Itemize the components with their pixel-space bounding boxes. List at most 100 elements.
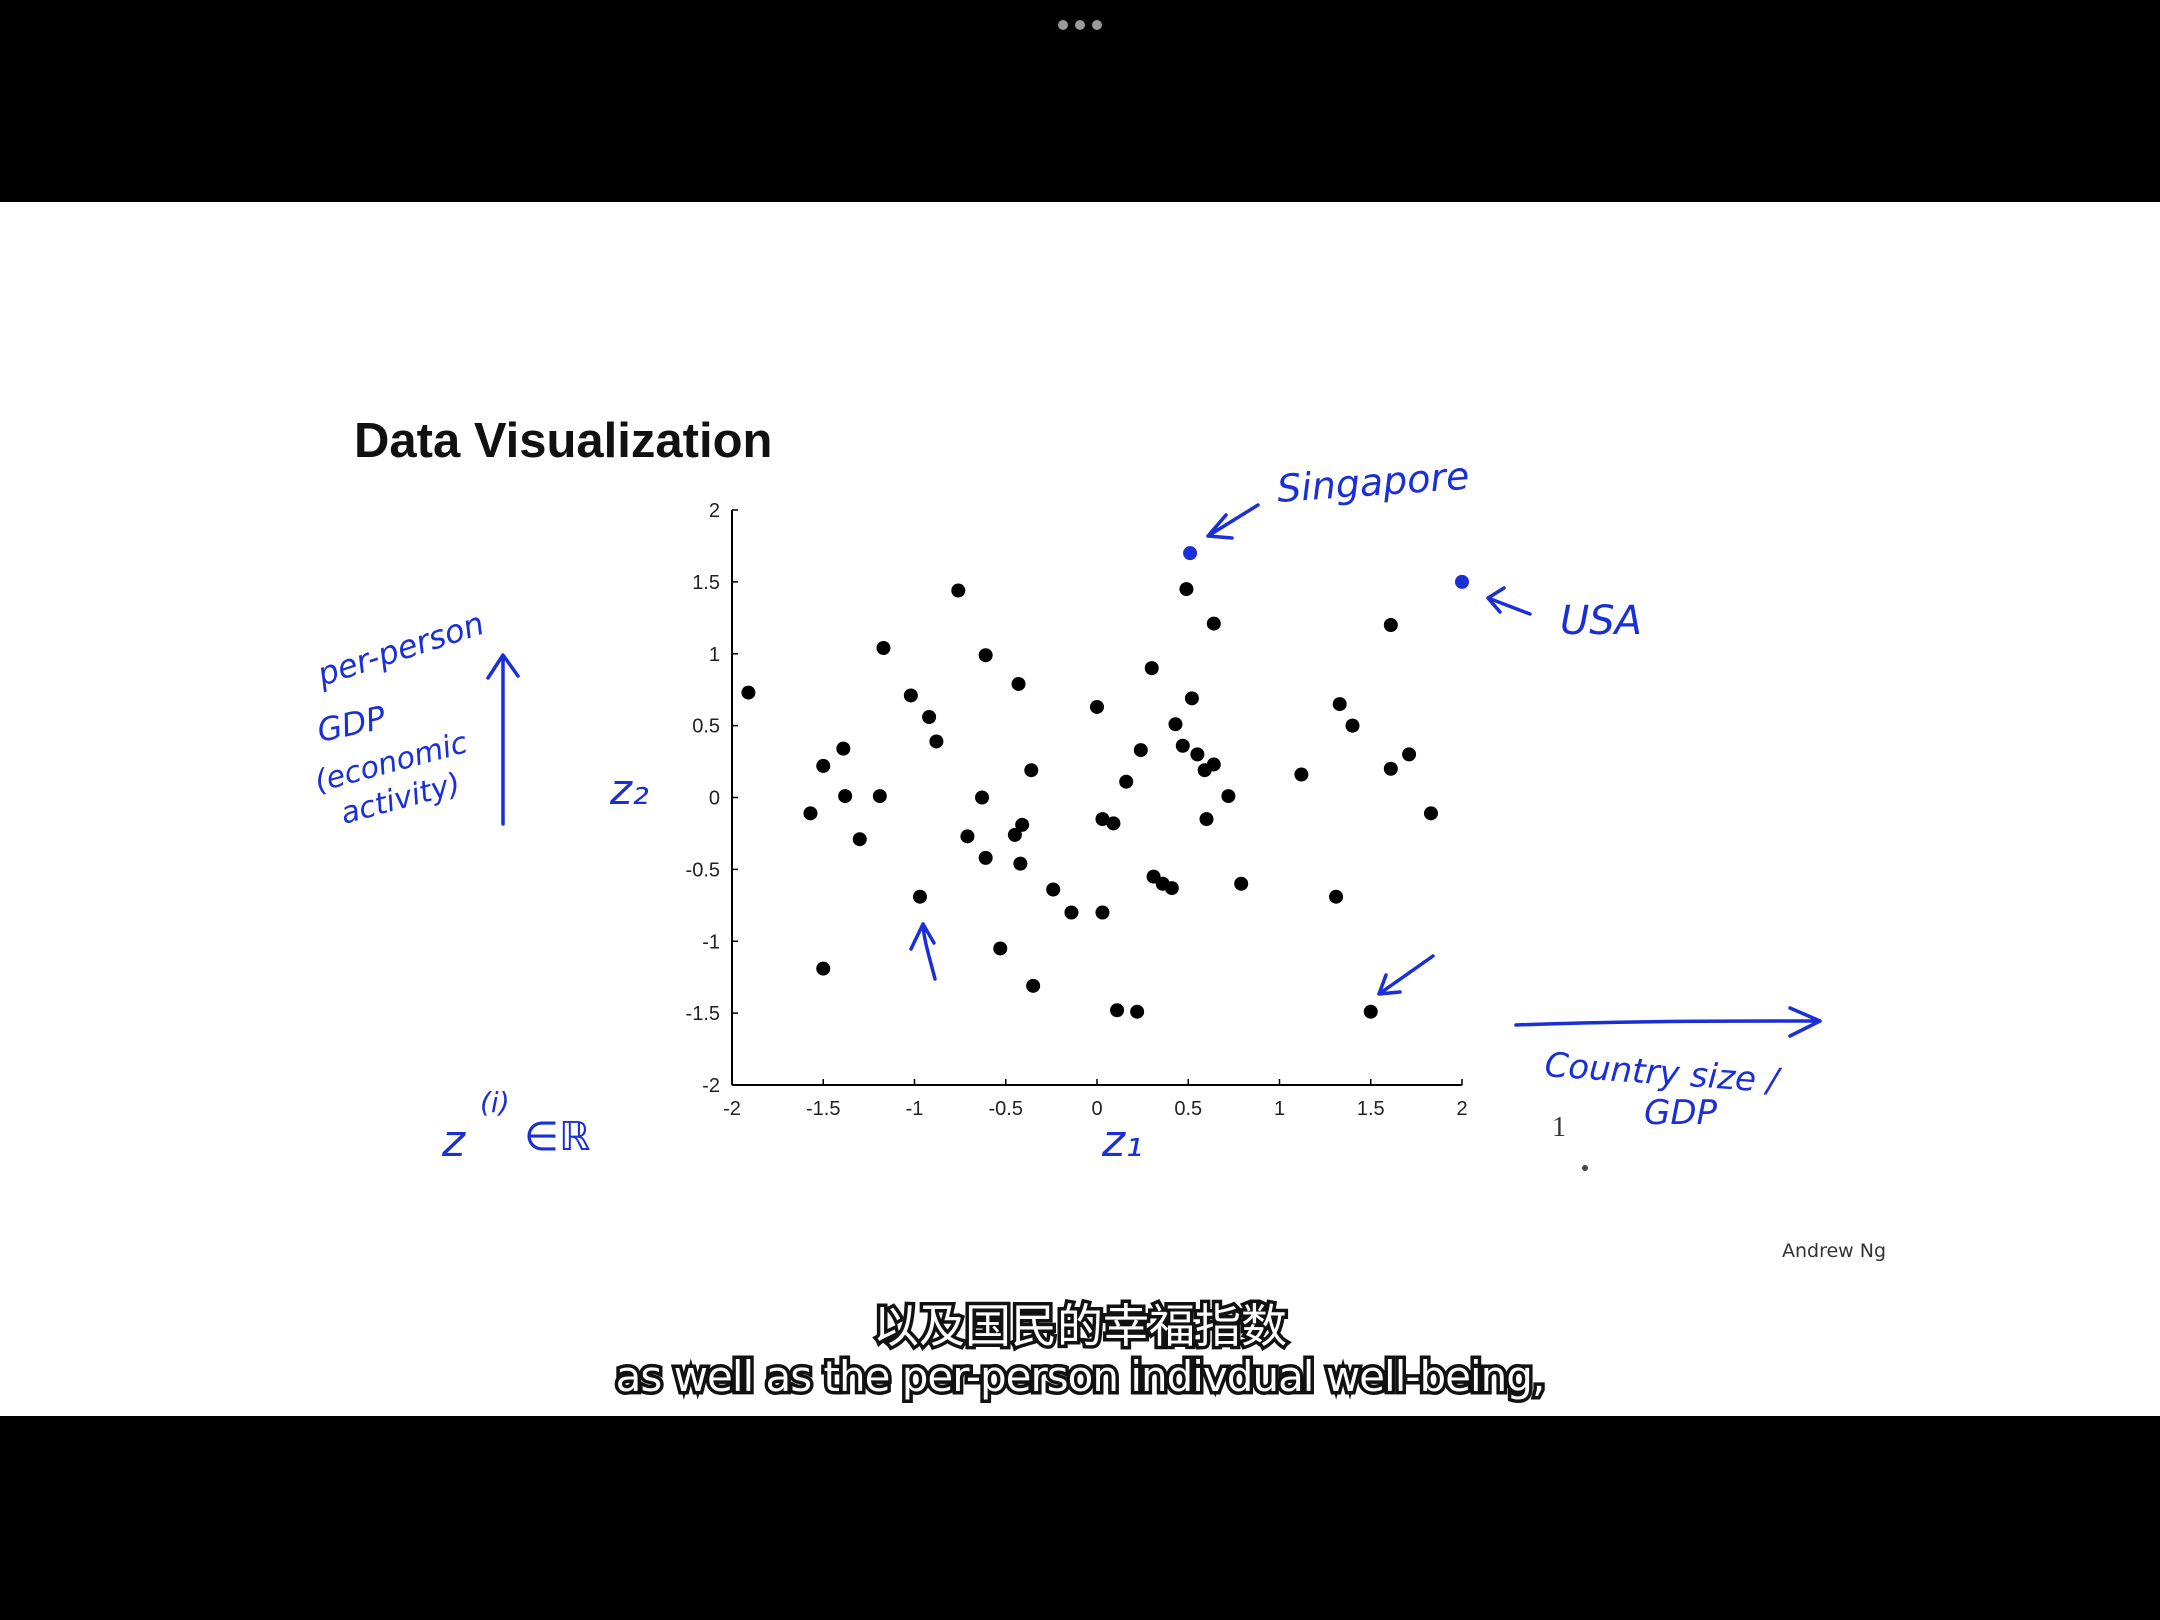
data-point — [1090, 699, 1104, 714]
data-point — [975, 790, 990, 805]
x-tick-label: 1.5 — [1357, 1098, 1385, 1120]
data-point — [1329, 889, 1344, 904]
x-tick-label: 2 — [1456, 1098, 1467, 1120]
singapore-label: Singapore — [1276, 454, 1471, 511]
data-point — [838, 789, 853, 804]
subtitle-chinese: 以及国民的幸福指数 — [870, 1296, 1291, 1357]
y-direction-arrow — [486, 653, 520, 826]
x-tick-label: 0.5 — [1174, 1098, 1202, 1120]
y-description-line-1: per-person — [312, 604, 489, 694]
data-point — [1119, 774, 1134, 789]
highlighted-point — [1183, 546, 1198, 561]
data-point — [1221, 789, 1236, 804]
x-tick-label: -1.5 — [806, 1098, 840, 1120]
data-point — [960, 829, 975, 844]
data-point — [1095, 812, 1110, 827]
usa-arrow — [1486, 586, 1532, 616]
x-tick-label: 1 — [1274, 1098, 1285, 1120]
data-point — [1164, 881, 1179, 896]
diagonal-arrow — [1377, 954, 1435, 996]
data-point — [1015, 817, 1030, 832]
formula-set: ∈ℝ — [524, 1114, 591, 1160]
data-point — [1144, 661, 1159, 676]
usa-label: USA — [1560, 598, 1642, 644]
data-point — [1206, 616, 1221, 631]
data-point — [1190, 747, 1205, 762]
data-point — [1206, 757, 1221, 772]
data-point — [978, 648, 993, 663]
data-point — [1168, 717, 1183, 732]
data-point — [1106, 816, 1121, 831]
data-point — [1013, 856, 1028, 871]
data-point — [1130, 1004, 1145, 1019]
player-bottom-bar — [0, 1416, 2160, 1620]
y-tick-label: -2 — [702, 1075, 720, 1097]
data-point — [1383, 618, 1398, 632]
data-point — [741, 685, 756, 700]
data-point — [816, 758, 831, 773]
data-point — [1184, 691, 1199, 706]
data-point — [1026, 978, 1041, 993]
y-tick-label: 0.5 — [692, 716, 720, 738]
data-point — [1133, 743, 1148, 758]
data-point — [852, 832, 867, 847]
data-point — [1332, 697, 1347, 712]
data-point — [912, 889, 927, 904]
y-tick-label: -1.5 — [686, 1003, 720, 1025]
data-point — [1175, 738, 1190, 753]
x-description-line-2: GDP — [1644, 1093, 1718, 1133]
y-tick-label: 0 — [709, 788, 720, 810]
scatter-chart: -2 -1.5 -1 -0.5 0 0.5 1 1.5 2 2 1.5 1 0.5 0 -0.5 -1 -1.5… — [311, 454, 1822, 1171]
data-point — [1402, 747, 1417, 762]
data-point — [978, 850, 993, 865]
data-point — [872, 789, 887, 804]
data-point — [1046, 882, 1061, 897]
y-axis-name: z₂ — [609, 765, 649, 814]
data-point — [993, 941, 1008, 956]
data-point — [1234, 876, 1249, 891]
data-point — [1383, 761, 1398, 776]
x-tick-label: -1 — [906, 1098, 924, 1120]
y-tick-label: -1 — [702, 931, 720, 953]
data-point — [922, 710, 937, 724]
formula-superscript: (i) — [480, 1086, 510, 1119]
data-point — [1095, 905, 1110, 920]
data-point — [951, 583, 966, 598]
y-tick-label: -0.5 — [686, 859, 720, 881]
data-point — [1011, 676, 1026, 691]
x-tick-label: -0.5 — [989, 1098, 1023, 1120]
data-point — [1199, 812, 1214, 827]
data-point — [1024, 763, 1039, 778]
x-axis-name: z₁ — [1101, 1116, 1143, 1167]
singapore-arrow — [1206, 503, 1260, 540]
data-point — [1110, 1003, 1125, 1018]
y-tick-label: 1 — [709, 644, 720, 666]
subtitle-english: as well as the per-person indivdual well… — [612, 1349, 1549, 1405]
x-tick-label: 0 — [1091, 1098, 1102, 1120]
y-tick-label: 1.5 — [692, 572, 720, 594]
data-point — [816, 961, 831, 976]
lecture-slide: Data Visualization Andrew Ng -2 -1.5 -1 -0.… — [0, 202, 2160, 1416]
data-point — [836, 741, 851, 756]
data-point — [1363, 1004, 1378, 1019]
slide-author: Andrew Ng — [1782, 1240, 1887, 1262]
data-point — [903, 688, 918, 703]
page-marker: 1 — [1552, 1112, 1566, 1143]
x-direction-arrow — [1514, 1006, 1822, 1038]
data-point — [929, 734, 944, 749]
data-point — [1007, 827, 1022, 842]
formula-base: z — [441, 1116, 466, 1167]
more-options-icon[interactable] — [1058, 18, 1102, 32]
player-top-bar — [0, 0, 2160, 202]
y-description-line-2: GDP — [314, 698, 390, 750]
data-point — [1179, 582, 1194, 597]
data-point — [1064, 905, 1079, 920]
small-up-arrow — [909, 922, 937, 981]
data-point — [803, 806, 818, 821]
stray-mark — [1582, 1165, 1588, 1171]
data-point — [1294, 767, 1309, 782]
highlighted-point — [1455, 574, 1469, 589]
data-point — [1423, 806, 1438, 821]
data-point — [876, 641, 891, 655]
slide-title: Data Visualization — [354, 414, 773, 458]
